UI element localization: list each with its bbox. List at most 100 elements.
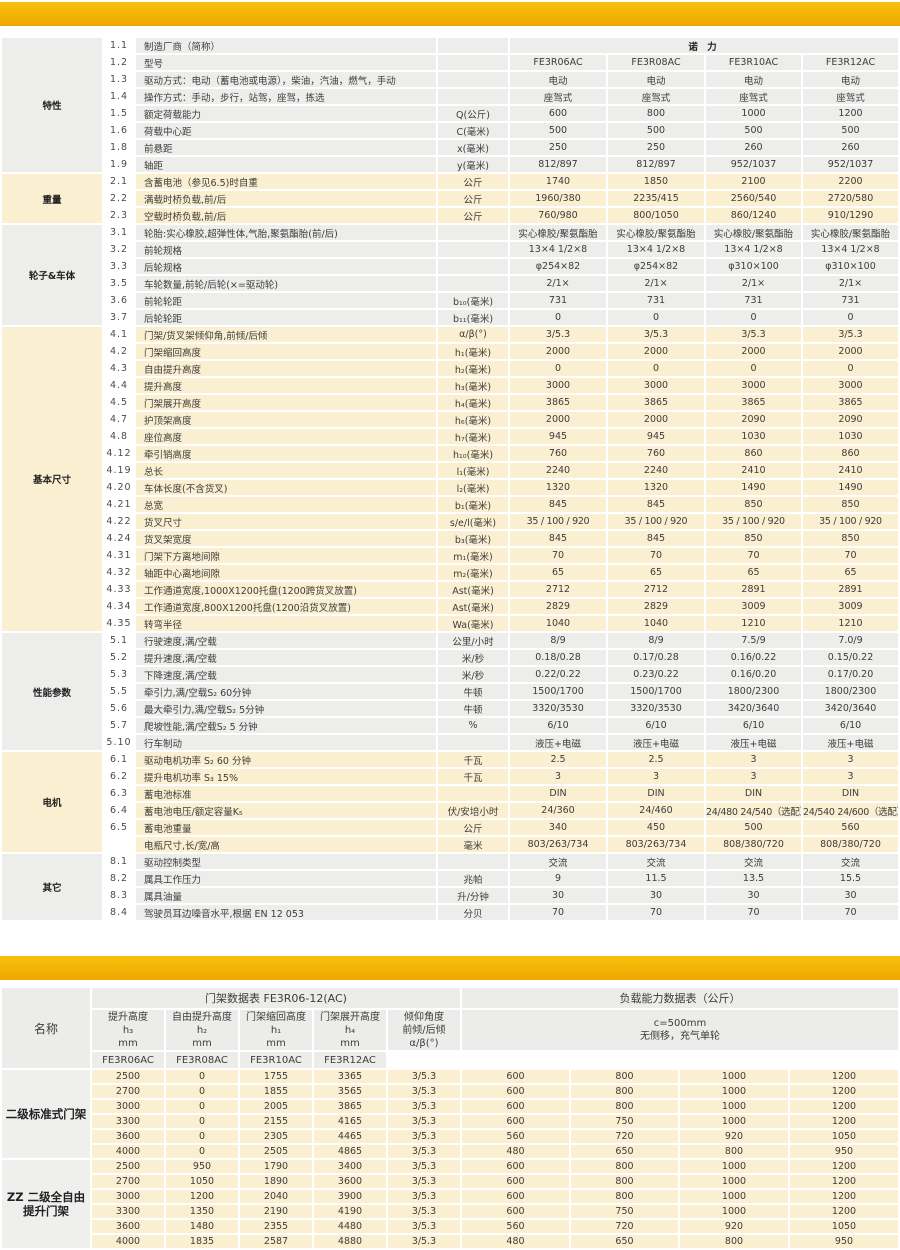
row-unit: b₃(毫米) — [438, 531, 508, 546]
mast-value: 480 — [462, 1235, 569, 1248]
spec-value: 952/1037 — [706, 157, 801, 172]
spec-value: 803/263/734 — [608, 837, 704, 852]
mast-value: 600 — [462, 1190, 569, 1203]
row-number: 4.3 — [104, 361, 134, 376]
spec-value: DIN — [706, 786, 801, 801]
spec-value: 2000 — [706, 344, 801, 359]
spec-value: 2.5 — [510, 752, 606, 767]
mast-value: 1000 — [680, 1070, 788, 1083]
spec-value: 952/1037 — [803, 157, 898, 172]
row-unit: 兆帕 — [438, 871, 508, 886]
mast-value: 3/5.3 — [388, 1100, 460, 1113]
spec-value: 3 — [706, 752, 801, 767]
row-unit: Ast(毫米) — [438, 582, 508, 597]
row-description: 提升高度 — [136, 378, 436, 393]
spec-value: 731 — [706, 293, 801, 308]
spec-row: 电瓶尺寸,长/宽/高 毫米 803/263/734 803/263/734 808/38… — [2, 837, 898, 852]
row-description: 门架/货叉架倾仰角,前倾/后倾 — [136, 327, 436, 342]
row-unit: h₃(毫米) — [438, 378, 508, 393]
spec-value: FE3R12AC — [803, 55, 898, 70]
spec-value: 1320 — [510, 480, 606, 495]
col-header-lift-height: 提升高度 h₃ mm — [92, 1010, 164, 1050]
row-description: 驱动控制类型 — [136, 854, 436, 869]
row-description: 护顶架高度 — [136, 412, 436, 427]
spec-value: 808/380/720 — [706, 837, 801, 852]
spec-value: 交流 — [706, 854, 801, 869]
mast-value: 1200 — [166, 1190, 238, 1203]
mast-value: 650 — [571, 1145, 678, 1158]
spec-value: 2560/540 — [706, 191, 801, 206]
row-number: 1.2 — [104, 55, 134, 70]
mast-value: 1000 — [680, 1160, 788, 1173]
spec-value: 电动 — [803, 72, 898, 87]
mast-value: 950 — [790, 1145, 898, 1158]
row-description: 门架下方离地间隙 — [136, 548, 436, 563]
spec-value: 0 — [510, 361, 606, 376]
spec-value: 3/5.3 — [608, 327, 704, 342]
row-number: 4.4 — [104, 378, 134, 393]
spec-value: DIN — [608, 786, 704, 801]
row-number: 4.24 — [104, 531, 134, 546]
spec-value: 760/980 — [510, 208, 606, 223]
col-header-free-lift: 自由提升高度 h₂ mm — [166, 1010, 238, 1050]
mast-value: 1855 — [240, 1085, 312, 1098]
spec-value: 座驾式 — [608, 89, 704, 104]
spec-value: 70 — [608, 548, 704, 563]
spec-row: 1.5 额定荷载能力 Q(公斤) 600 800 1000 1200 — [2, 106, 898, 121]
mast-row: ZZ 二级全自由 提升门架 2500 950 1790 3400 3/5.3 600 800 1… — [2, 1160, 898, 1248]
section-label: 特性 — [2, 38, 102, 172]
mast-value: 4000 — [92, 1235, 164, 1248]
spec-value: 860/1240 — [706, 208, 801, 223]
row-description: 蓄电池重量 — [136, 820, 436, 835]
section-label: 重量 — [2, 174, 102, 223]
mast-value: 2155 — [240, 1115, 312, 1128]
mast-value: 1200 — [790, 1115, 898, 1128]
row-number: 4.5 — [104, 395, 134, 410]
mast-value: 920 — [680, 1130, 788, 1143]
spec-value: 860 — [706, 446, 801, 461]
spec-value: 交流 — [608, 854, 704, 869]
spec-value: 65 — [803, 565, 898, 580]
spec-value: 24/480 24/540（选配） — [706, 803, 801, 818]
col-unit: mm — [192, 1037, 212, 1049]
load-table-title: 负载能力数据表（公斤） — [462, 988, 898, 1008]
section-label: 基本尺寸 — [2, 327, 102, 631]
spec-row: 3.3 后轮规格 φ254×82 φ254×82 φ310×100 φ310×100 — [2, 259, 898, 274]
spec-value: 65 — [510, 565, 606, 580]
spec-value: 3 — [803, 752, 898, 767]
row-unit: 公斤 — [438, 174, 508, 189]
spec-row: 4.3 自由提升高度 h₂(毫米) 0 0 0 0 — [2, 361, 898, 376]
row-description: 提升速度,满/空载 — [136, 650, 436, 665]
mast-group-label: ZZ 二级全自由 提升门架 — [2, 1160, 90, 1248]
spec-value: 760 — [608, 446, 704, 461]
spec-value: 1210 — [803, 616, 898, 631]
spec-value: 803/263/734 — [510, 837, 606, 852]
row-number: 8.1 — [104, 854, 134, 869]
spec-row: 1.4 操作方式：手动，步行，站驾，座驾，拣选 座驾式 座驾式 座驾式 座驾式 — [2, 89, 898, 104]
row-number: 6.3 — [104, 786, 134, 801]
mast-group-label: 二级标准式门架 — [2, 1070, 90, 1158]
row-number: 6.5 — [104, 820, 134, 835]
spec-value: 35 / 100 / 920 — [803, 514, 898, 529]
spec-value: 731 — [510, 293, 606, 308]
spec-value: 500 — [608, 123, 704, 138]
spec-row: 电机 6.1 驱动电机功率 S₂ 60 分钟 千瓦 2.5 2.5 3 3 — [2, 752, 898, 852]
row-description: 座位高度 — [136, 429, 436, 444]
mast-value: 1000 — [680, 1085, 788, 1098]
spec-value: 3/5.3 — [510, 327, 606, 342]
row-description: 前轮规格 — [136, 242, 436, 257]
spec-value: 3 — [510, 769, 606, 784]
col-label: 倾仰角度 — [404, 1011, 444, 1023]
row-unit: h₄(毫米) — [438, 395, 508, 410]
row-description: 总长 — [136, 463, 436, 478]
spec-value: 9 — [510, 871, 606, 886]
middle-yellow-banner — [0, 956, 900, 980]
spec-row: 4.34 工作通道宽度,800X1200托盘(1200沿货叉放置) Ast(毫米) 2… — [2, 599, 898, 614]
spec-value: 1040 — [608, 616, 704, 631]
row-number: 5.1 — [104, 633, 134, 648]
mast-value: 800 — [571, 1160, 678, 1173]
row-description: 爬坡性能,满/空载S₂ 5 分钟 — [136, 718, 436, 733]
mast-value: 1790 — [240, 1160, 312, 1173]
mast-value: 4865 — [314, 1145, 386, 1158]
mast-value: 3900 — [314, 1190, 386, 1203]
